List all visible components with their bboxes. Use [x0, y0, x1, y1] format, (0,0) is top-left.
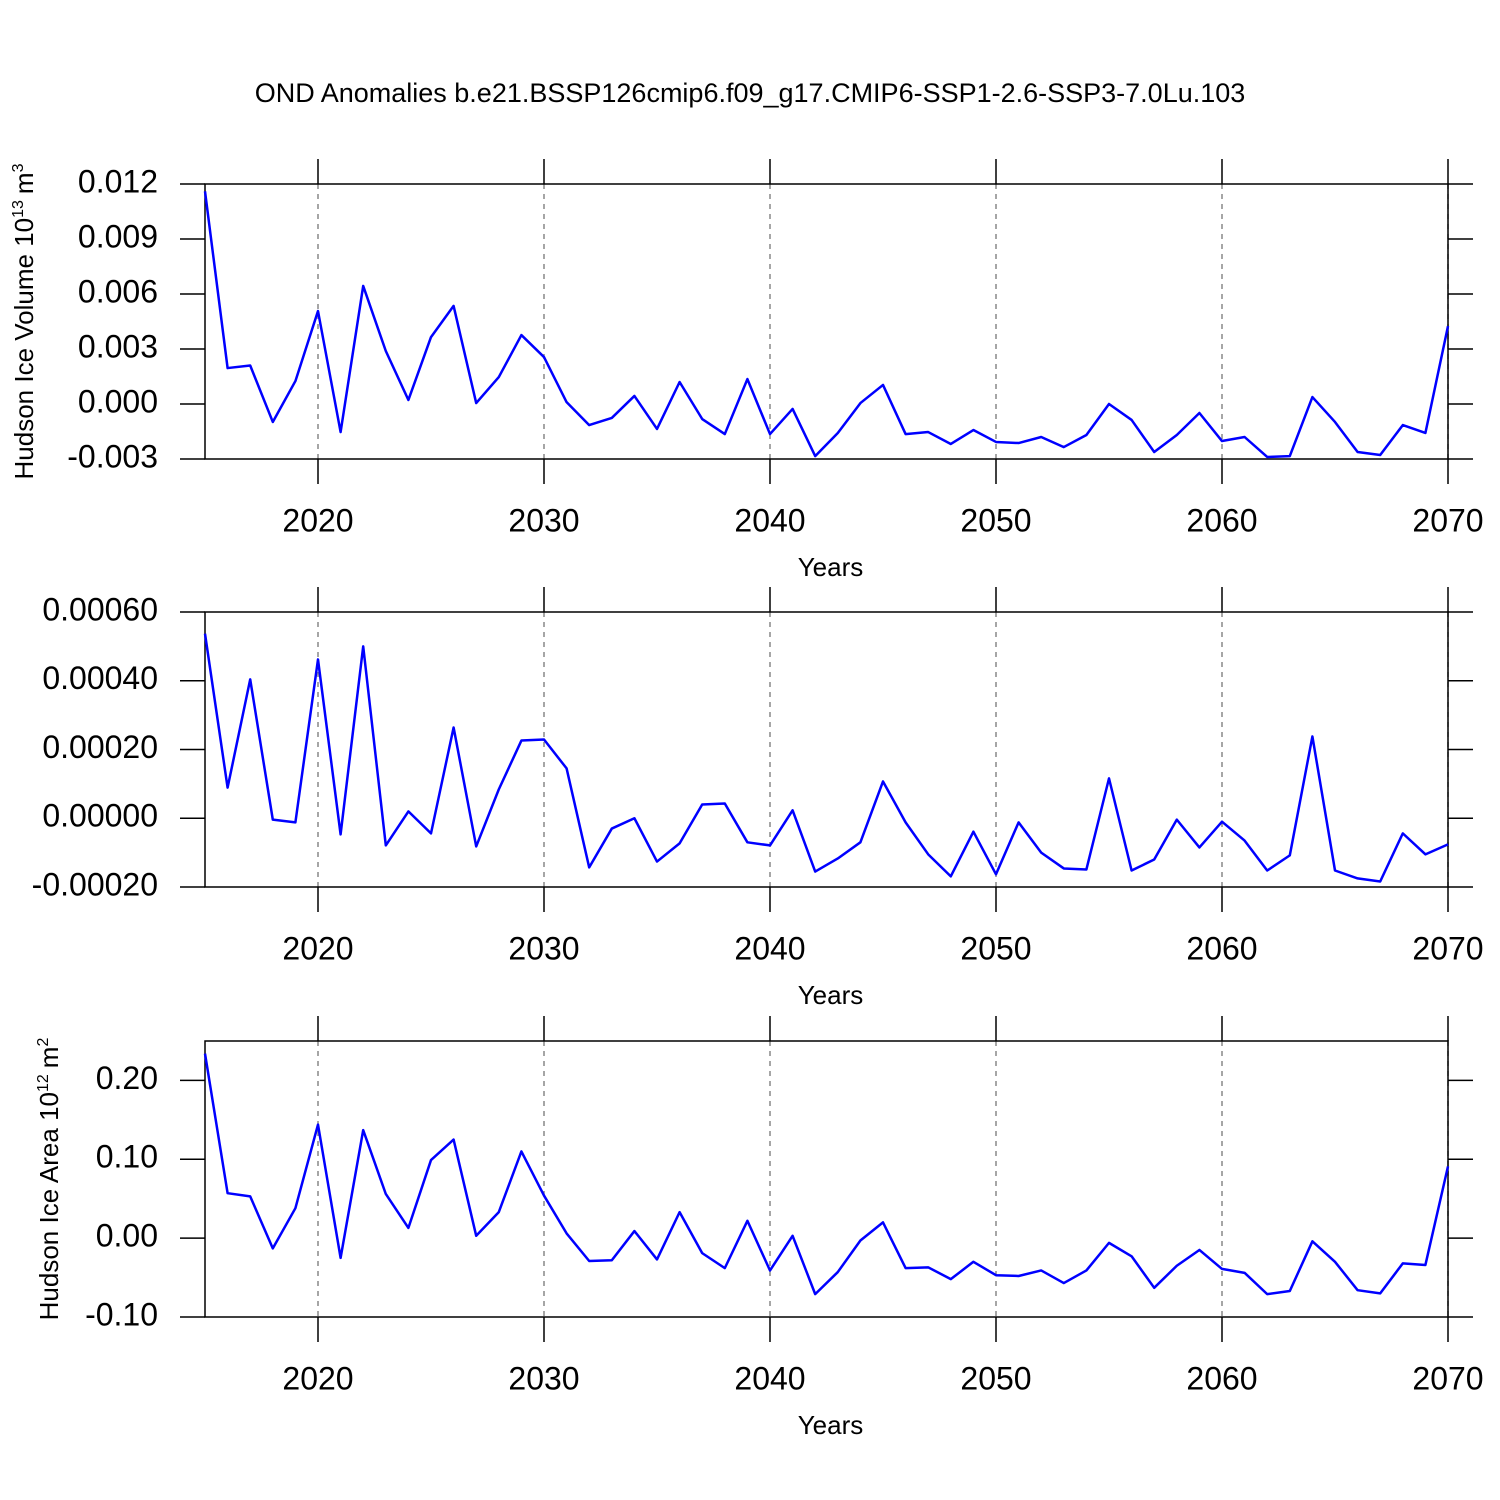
x-tick-label: 2070	[1412, 1360, 1483, 1396]
x-tick-label: 2020	[282, 1360, 353, 1396]
y-axis-label-exponent: 13	[10, 200, 27, 218]
x-tick-label: 2040	[734, 1360, 805, 1396]
y-tick-label: 0.000	[78, 383, 158, 419]
y-tick-label: 0.00020	[42, 729, 158, 765]
y-tick-label: -0.10	[85, 1296, 158, 1332]
x-axis-label: Years	[798, 1410, 864, 1440]
y-tick-label: 0.00000	[42, 798, 158, 834]
y-axis-label-text: Hudson Ice Volume 10	[9, 218, 39, 480]
y-axis-label: Hudson Ice Area 1012 m2	[34, 1038, 64, 1321]
y-tick-label: -0.003	[67, 438, 158, 474]
data-line	[203, 191, 1450, 459]
x-axis-label: Years	[798, 552, 864, 582]
data-line	[203, 633, 1449, 883]
y-tick-label: -0.00020	[32, 866, 158, 902]
x-tick-label: 2030	[508, 1360, 579, 1396]
x-tick-label: 2050	[960, 930, 1031, 966]
y-axis-label-unit: m	[34, 1047, 64, 1069]
plot-frame	[204, 183, 1449, 460]
x-tick-label: 2050	[960, 1360, 1031, 1396]
y-axis-label-unit-exponent: 2	[35, 1038, 52, 1047]
y-axis-label-unit-exponent: 3	[10, 163, 27, 172]
y-axis-label-text: Hudson Ice Area 10	[34, 1092, 64, 1320]
y-tick-label: 0.009	[78, 218, 158, 254]
y-tick-label: 0.00040	[42, 660, 158, 696]
x-tick-label: 2040	[734, 502, 805, 538]
x-tick-label: 2030	[508, 930, 579, 966]
y-tick-label: 0.003	[78, 328, 158, 364]
x-tick-label: 2070	[1412, 502, 1483, 538]
y-axis-label-text: Hudson Snow Volume 10	[0, 631, 3, 923]
y-axis-label-unit: m	[0, 585, 3, 607]
y-tick-label: 0.00060	[42, 591, 158, 627]
y-axis-label: Hudson Snow Volume 1013m3	[0, 576, 3, 922]
y-tick-label: 0.012	[78, 163, 158, 199]
plot-frame	[204, 611, 1449, 888]
x-tick-label: 2060	[1186, 930, 1257, 966]
data-line	[203, 1053, 1450, 1296]
x-tick-label: 2060	[1186, 502, 1257, 538]
chart-title: OND Anomalies b.e21.BSSP126cmip6.f09_g17…	[255, 78, 1246, 108]
y-axis-label-unit: m	[9, 172, 39, 194]
x-tick-label: 2050	[960, 502, 1031, 538]
x-tick-label: 2030	[508, 502, 579, 538]
x-tick-label: 2020	[282, 502, 353, 538]
y-axis-label-exponent: 12	[35, 1074, 52, 1092]
y-tick-label: 0.20	[96, 1060, 158, 1096]
plot-frame	[204, 1040, 1449, 1318]
x-tick-label: 2020	[282, 930, 353, 966]
x-tick-label: 2060	[1186, 1360, 1257, 1396]
y-tick-label: 0.006	[78, 273, 158, 309]
y-axis-label: Hudson Ice Volume 1013 m3	[9, 163, 39, 479]
x-tick-label: 2040	[734, 930, 805, 966]
y-tick-label: 0.00	[96, 1218, 158, 1254]
x-axis-label: Years	[798, 980, 864, 1010]
x-tick-label: 2070	[1412, 930, 1483, 966]
y-tick-label: 0.10	[96, 1139, 158, 1175]
